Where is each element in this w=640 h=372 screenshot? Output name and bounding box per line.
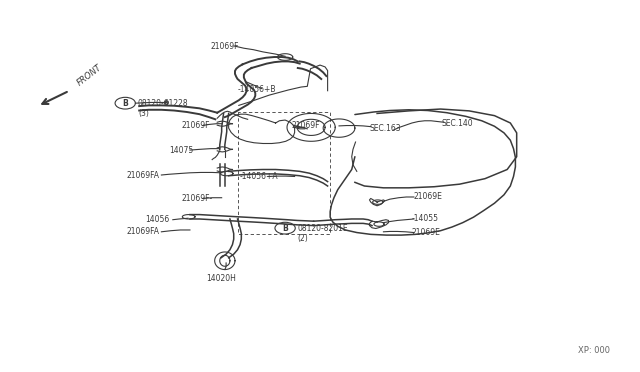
Text: 21069F: 21069F [291,121,320,130]
Text: 08120-61228: 08120-61228 [138,99,189,108]
Text: 21069FA: 21069FA [127,170,159,180]
Text: SEC.163: SEC.163 [369,124,401,132]
Text: B: B [122,99,128,108]
Text: 14056: 14056 [145,215,170,224]
Text: -14056+A: -14056+A [239,172,278,181]
Text: 21069F-: 21069F- [182,194,213,203]
Text: 21069F: 21069F [182,121,210,130]
Text: 21069E: 21069E [412,228,441,237]
Text: 21069FA: 21069FA [127,227,159,236]
Text: 08120-8201E: 08120-8201E [298,224,348,232]
Text: 21069E: 21069E [414,192,443,202]
Text: (3): (3) [138,109,148,118]
Text: 21069F: 21069F [211,42,239,51]
Text: -14055: -14055 [412,215,439,224]
Text: SEC.140: SEC.140 [442,119,474,128]
Text: -14056+B: -14056+B [237,85,276,94]
Text: 14020H: 14020H [206,274,236,283]
Text: B: B [282,224,288,232]
Text: FRONT: FRONT [75,63,103,88]
Text: 14075: 14075 [169,145,193,155]
Text: XP: 000: XP: 000 [578,346,610,355]
Text: (2): (2) [298,234,308,243]
